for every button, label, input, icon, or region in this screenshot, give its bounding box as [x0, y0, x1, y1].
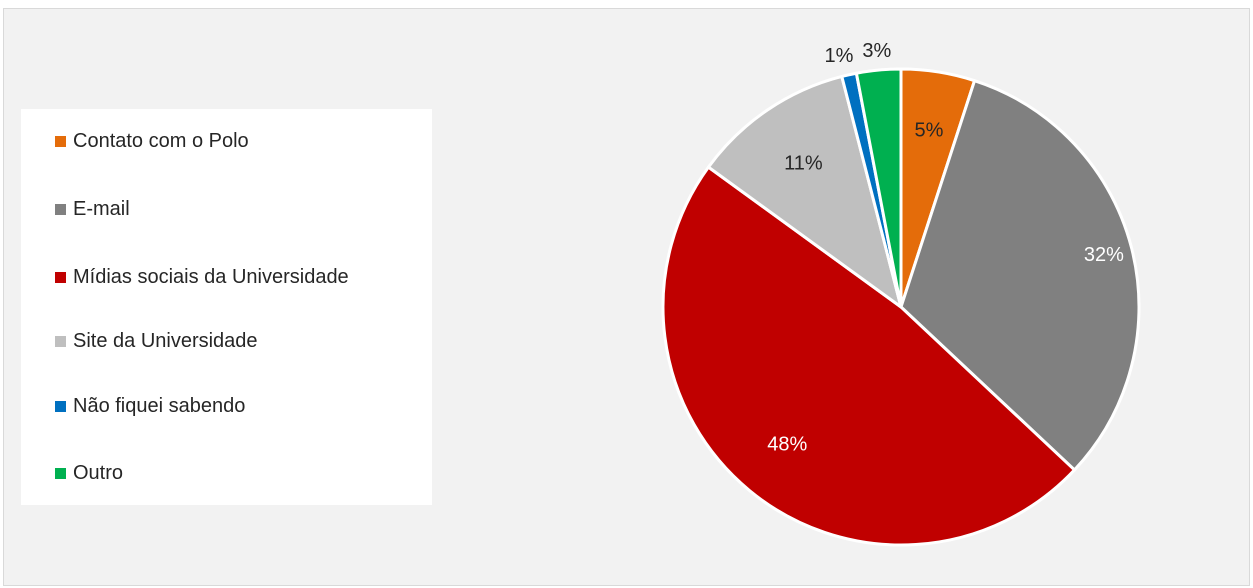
pie-slice-3	[661, 165, 1076, 547]
chart-title-strip	[0, 0, 1253, 8]
legend-item: Site da Universidade	[55, 327, 258, 355]
legend-swatch	[55, 135, 66, 147]
legend-label: Mídias sociais da Universidade	[73, 265, 349, 288]
legend-label: Não fiquei sabendo	[73, 394, 246, 417]
legend-swatch	[55, 467, 66, 479]
legend-swatch	[55, 203, 66, 215]
legend: Contato com o Polo E-mail Mídias sociais d…	[21, 109, 432, 505]
legend-label: Contato com o Polo	[73, 129, 249, 152]
legend-swatch	[55, 400, 66, 412]
legend-label: Site da Universidade	[73, 329, 258, 352]
pie-slice-6	[854, 67, 903, 309]
legend-label: E-mail	[73, 197, 130, 220]
legend-item: Não fiquei sabendo	[55, 392, 245, 420]
data-label-5: 1%	[824, 45, 853, 67]
legend-label: Outro	[73, 461, 124, 484]
legend-item: Outro	[55, 459, 123, 487]
data-label-1: 5%	[914, 120, 943, 142]
legend-item: Mídias sociais da Universidade	[55, 263, 349, 291]
legend-swatch	[55, 335, 66, 347]
legend-item: Contato com o Polo	[55, 127, 249, 155]
pie-slice-4	[706, 74, 903, 309]
pie-slice-2	[899, 79, 1141, 472]
legend-item: E-mail	[55, 195, 130, 223]
data-label-4: 11%	[784, 152, 823, 174]
legend-swatch	[55, 271, 66, 283]
data-label-3: 48%	[767, 434, 807, 456]
data-label-2: 32%	[1084, 244, 1124, 266]
data-label-6: 3%	[862, 40, 891, 62]
